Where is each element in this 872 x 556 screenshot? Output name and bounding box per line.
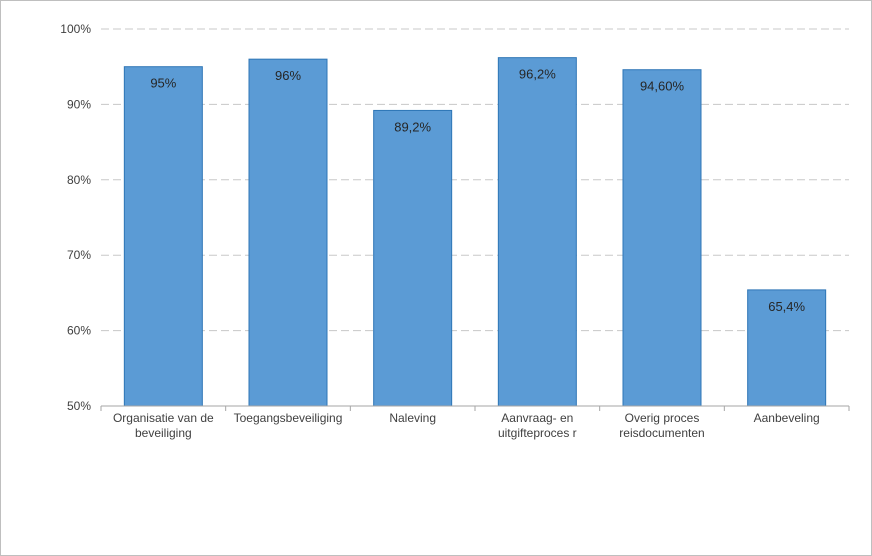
bar <box>248 58 328 407</box>
data-label: 94,60% <box>640 79 685 94</box>
bar <box>747 289 827 407</box>
data-label: 89,2% <box>394 119 431 134</box>
data-label: 96% <box>275 68 301 83</box>
data-label: 96,2% <box>519 67 556 82</box>
x-category-label: reisdocumenten <box>619 426 704 440</box>
data-label: 65,4% <box>768 299 805 314</box>
x-category-label: Overig proces <box>625 411 700 425</box>
y-tick-label: 50% <box>67 399 91 413</box>
y-tick-label: 100% <box>60 22 91 36</box>
y-tick-label: 90% <box>67 97 91 111</box>
x-category-label: Naleving <box>389 411 436 425</box>
data-label: 95% <box>150 76 176 91</box>
bar <box>123 66 203 407</box>
x-category-label: beveiliging <box>135 426 192 440</box>
x-category-label: Toegangsbeveiliging <box>234 411 343 425</box>
y-tick-label: 80% <box>67 173 91 187</box>
x-category-label: Aanbeveling <box>754 411 820 425</box>
y-tick-label: 60% <box>67 324 91 338</box>
bar <box>497 57 577 407</box>
y-tick-label: 70% <box>67 248 91 262</box>
x-category-label: Aanvraag- en <box>501 411 573 425</box>
x-category-label: uitgifteproces r <box>498 426 577 440</box>
x-category-label: Organisatie van de <box>113 411 214 425</box>
bar <box>373 109 453 407</box>
bar <box>622 69 702 407</box>
